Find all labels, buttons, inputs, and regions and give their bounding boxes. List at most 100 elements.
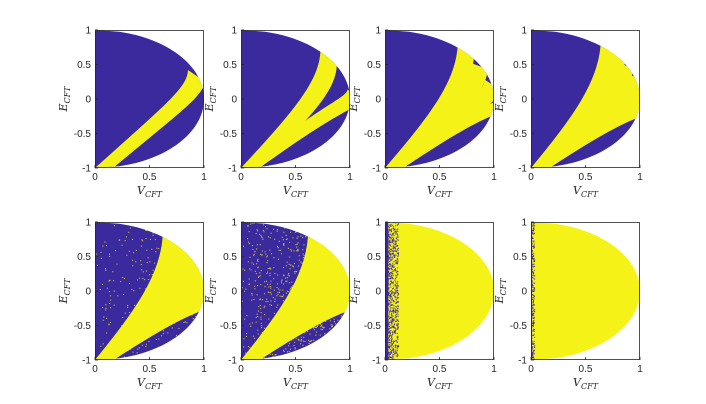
yellow-fill	[531, 222, 640, 360]
x-tick-label: 0.5	[433, 172, 447, 183]
x-tick-label: 1	[637, 172, 643, 183]
x-tick-label: 0.5	[579, 172, 593, 183]
y-tick-label: 1	[85, 218, 91, 229]
x-tick-label: 1	[201, 364, 207, 375]
y-tick-label: -1	[518, 356, 527, 367]
y-tick-label: -1	[372, 356, 381, 367]
y-tick-label: 0.5	[513, 252, 527, 263]
x-tick-label: 0.5	[433, 364, 447, 375]
y-tick-label: 1	[231, 26, 237, 37]
y-tick-label: -0.5	[220, 129, 238, 140]
heatmap-region	[385, 30, 494, 168]
x-tick-label: 0	[382, 364, 388, 375]
x-axis-label: VCFT	[283, 184, 309, 199]
y-tick-label: 0.5	[367, 252, 381, 263]
x-tick-label: 0.5	[289, 172, 303, 183]
y-tick-label: 0	[85, 95, 91, 106]
y-tick-label: -1	[82, 164, 91, 175]
x-tick-label: 0	[528, 172, 534, 183]
y-tick-label: -0.5	[74, 129, 92, 140]
x-axis-label: VCFT	[573, 184, 599, 199]
yellow-band	[95, 229, 180, 360]
heatmap-region	[385, 222, 494, 360]
y-tick-label: 1	[85, 26, 91, 37]
x-tick-label: 0	[92, 364, 98, 375]
y-tick-label: 0.5	[513, 60, 527, 71]
x-axis-label: VCFT	[427, 376, 453, 391]
y-axis-label: ECFT	[203, 86, 218, 113]
y-tick-label: 0	[231, 287, 237, 298]
heatmap-region	[95, 30, 204, 168]
y-tick-label: 1	[521, 218, 527, 229]
x-tick-label: 0	[528, 364, 534, 375]
y-tick-label: 1	[375, 218, 381, 229]
y-tick-label: 0.5	[223, 252, 237, 263]
heatmap-region	[241, 30, 350, 168]
y-axis-label: ECFT	[57, 86, 72, 113]
y-tick-label: 0	[521, 95, 527, 106]
panel-top-4: 0 0.5 1 1 0.5 0 -0.5 -1 VCFT ECFT	[493, 26, 643, 200]
x-axis-label: VCFT	[283, 376, 309, 391]
x-tick-label: 0	[238, 364, 244, 375]
x-tick-label: 1	[491, 172, 497, 183]
y-axis-label: ECFT	[347, 86, 362, 113]
y-tick-label: 0	[231, 95, 237, 106]
heatmap-region	[531, 222, 640, 360]
y-tick-label: -1	[372, 164, 381, 175]
y-tick-label: -0.5	[510, 321, 528, 332]
yellow-band	[95, 69, 204, 168]
y-tick-label: -1	[228, 356, 237, 367]
y-axis-label: ECFT	[57, 278, 72, 305]
x-tick-label: 1	[491, 364, 497, 375]
x-axis-label: VCFT	[137, 376, 163, 391]
y-tick-label: 0	[521, 287, 527, 298]
x-axis-label: VCFT	[427, 184, 453, 199]
y-tick-label: -0.5	[74, 321, 92, 332]
y-tick-label: -1	[82, 356, 91, 367]
panel-bottom-4: 0 0.5 1 1 0.5 0 -0.5 -1 VCFT ECFT	[493, 218, 643, 392]
y-tick-label: -0.5	[510, 129, 528, 140]
y-tick-label: 0.5	[223, 60, 237, 71]
x-tick-label: 0.5	[143, 172, 157, 183]
yellow-band	[241, 49, 337, 168]
y-tick-label: 1	[231, 218, 237, 229]
x-tick-label: 0	[382, 172, 388, 183]
y-tick-label: 0.5	[77, 60, 91, 71]
y-tick-label: 0	[85, 287, 91, 298]
y-axis-label: ECFT	[493, 86, 508, 113]
heatmap-region	[531, 30, 640, 168]
y-tick-label: -0.5	[364, 321, 382, 332]
y-tick-label: 1	[521, 26, 527, 37]
panel-top-1: 0 0.5 1 1 0.5 0 -0.5 -1 VCFT ECFT	[57, 26, 207, 200]
y-tick-label: 0	[375, 287, 381, 298]
y-axis-label: ECFT	[347, 278, 362, 305]
x-tick-label: 1	[347, 172, 353, 183]
y-tick-label: -1	[518, 164, 527, 175]
purple-speckle	[385, 222, 400, 360]
y-tick-label: -0.5	[220, 321, 238, 332]
y-tick-label: 0	[375, 95, 381, 106]
x-tick-label: 0	[92, 172, 98, 183]
x-tick-label: 1	[347, 364, 353, 375]
y-axis-label: ECFT	[493, 278, 508, 305]
x-tick-label: 1	[201, 172, 207, 183]
x-tick-label: 0.5	[143, 364, 157, 375]
y-tick-label: -1	[228, 164, 237, 175]
x-tick-label: 0.5	[579, 364, 593, 375]
panel-top-3: 0 0.5 1 1 0.5 0 -0.5 -1 VCFT ECFT	[347, 26, 497, 200]
y-tick-label: -0.5	[364, 129, 382, 140]
x-tick-label: 0.5	[289, 364, 303, 375]
panel-bottom-2: 0 0.5 1 1 0.5 0 -0.5 -1 VCFT ECFT	[203, 218, 353, 392]
purple-speckle	[531, 222, 536, 360]
panel-bottom-3: 0 0.5 1 1 0.5 0 -0.5 -1 VCFT ECFT	[347, 218, 497, 392]
y-axis-label: ECFT	[203, 278, 218, 305]
y-tick-label: 0.5	[77, 252, 91, 263]
x-tick-label: 1	[637, 364, 643, 375]
y-tick-label: 0.5	[367, 60, 381, 71]
x-axis-label: VCFT	[137, 184, 163, 199]
x-axis-label: VCFT	[573, 376, 599, 391]
x-tick-label: 0	[238, 172, 244, 183]
panel-top-2: 0 0.5 1 1 0.5 0 -0.5 -1 VCFT ECFT	[203, 26, 353, 200]
yellow-fill	[385, 222, 494, 360]
